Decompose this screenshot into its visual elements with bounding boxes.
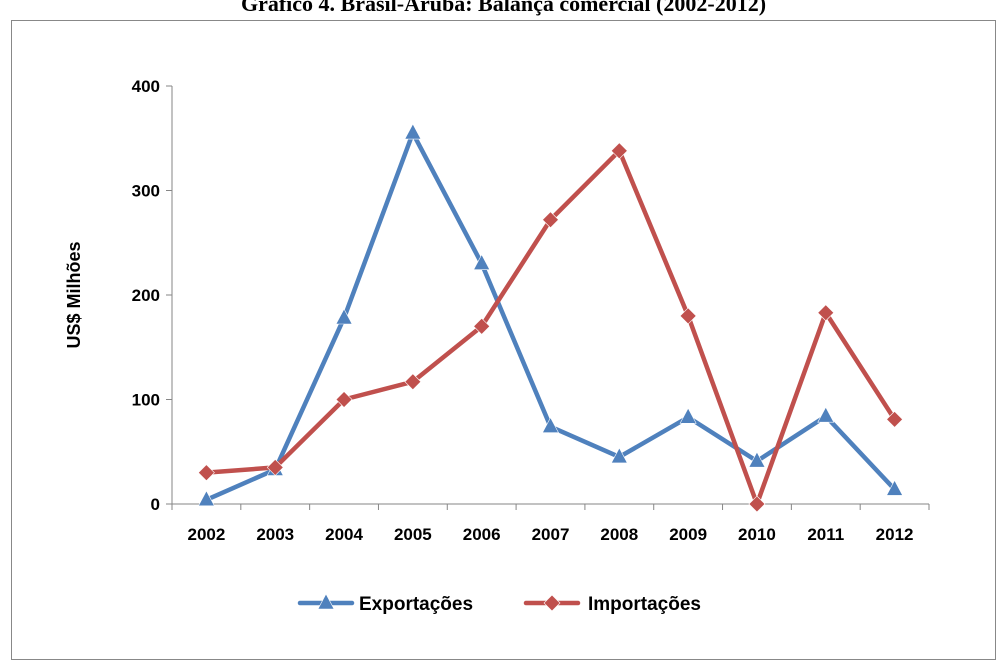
- y-tick-label: 400: [132, 77, 160, 96]
- page-title: Gráfico 4. Brasil-Aruba: Balança comerci…: [240, 0, 767, 16]
- series-exporta-es: [197, 123, 904, 507]
- data-point-importa-es: [473, 317, 491, 335]
- data-point-exporta-es: [610, 447, 628, 464]
- x-tick-labels: 2002 2003 2004 2005 2006 2007 2008 2009 2010 2011…: [187, 525, 913, 544]
- data-point-importa-es: [817, 304, 835, 322]
- data-point-importa-es: [679, 307, 697, 325]
- y-tick-label: 0: [151, 495, 160, 514]
- data-point-exporta-es: [748, 451, 766, 468]
- data-point-exporta-es: [335, 308, 353, 325]
- x-tick-label: 2007: [532, 525, 570, 544]
- y-axis-title: US$ Milhões: [64, 241, 84, 348]
- legend-marker-importa-es: [543, 594, 561, 612]
- data-point-importa-es: [886, 410, 904, 428]
- x-tick-label: 2006: [463, 525, 501, 544]
- series-line-importa-es: [204, 148, 897, 507]
- data-point-exporta-es: [886, 479, 904, 496]
- data-point-exporta-es: [404, 123, 422, 140]
- data-point-importa-es: [335, 391, 353, 408]
- series-line-exporta-es: [204, 130, 897, 503]
- x-tick-label: 2012: [876, 525, 914, 544]
- x-tick-label: 2009: [669, 525, 707, 544]
- data-point-exporta-es: [197, 490, 215, 507]
- series-lines: [197, 123, 904, 513]
- data-point-importa-es: [197, 464, 215, 482]
- data-point-exporta-es: [679, 407, 697, 424]
- x-tick-label: 2003: [256, 525, 294, 544]
- legend: Exportações Importações: [297, 593, 701, 615]
- data-point-importa-es: [610, 142, 628, 160]
- y-tick-label: 300: [132, 182, 160, 201]
- axes: [166, 85, 930, 510]
- data-point-importa-es: [266, 459, 284, 476]
- legend-label-importa-es: Importações: [588, 594, 701, 615]
- x-tick-label: 2011: [807, 525, 844, 544]
- x-tick-label: 2004: [325, 525, 363, 544]
- y-tick-label: 100: [132, 391, 160, 410]
- data-point-exporta-es: [542, 417, 559, 433]
- data-point-exporta-es: [473, 254, 491, 270]
- y-tick-labels: 0 100 200 300 400: [132, 77, 160, 514]
- series-importa-es: [197, 142, 904, 513]
- legend-item-exporta-es: Exportações: [297, 593, 473, 615]
- chart-frame: 0 100 200 300 400 2002 2003 2004 2005 2006 2007 20…: [11, 20, 996, 660]
- legend-label-exporta-es: Exportações: [359, 594, 473, 615]
- data-point-importa-es: [404, 373, 422, 391]
- data-point-exporta-es: [817, 406, 835, 423]
- x-tick-label: 2005: [394, 525, 432, 544]
- y-tick-label: 200: [132, 286, 160, 305]
- x-tick-label: 2010: [738, 525, 776, 544]
- x-tick-label: 2008: [600, 525, 638, 544]
- legend-marker-exporta-es: [317, 593, 335, 610]
- data-point-importa-es: [542, 211, 559, 229]
- x-tick-label: 2002: [187, 525, 225, 544]
- data-point-importa-es: [748, 495, 766, 513]
- legend-item-importa-es: Importações: [523, 594, 701, 615]
